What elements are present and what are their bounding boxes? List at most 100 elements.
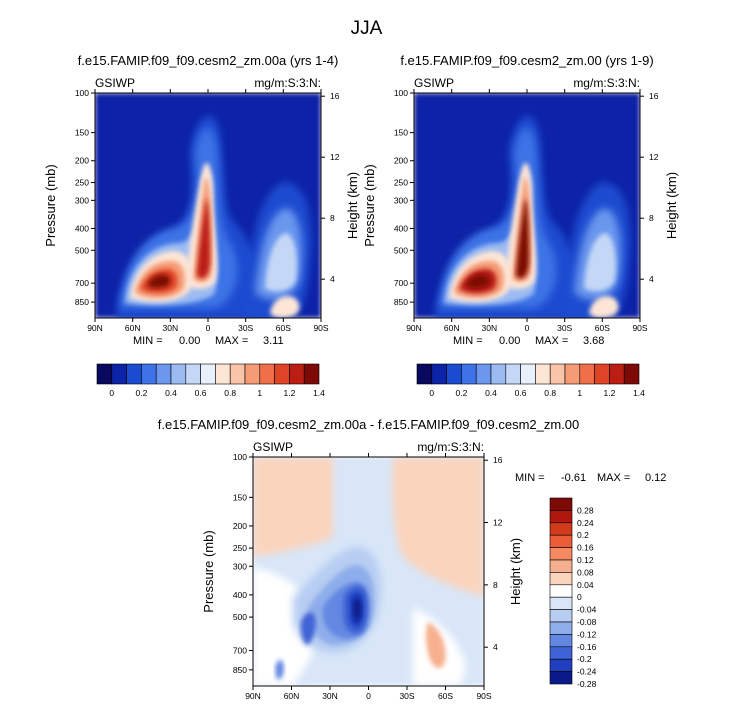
y-tick-label: 700 xyxy=(394,278,408,288)
x-tick-label: 90N xyxy=(406,323,422,333)
contour-region xyxy=(300,612,316,645)
y-tick-label: 100 xyxy=(75,88,89,98)
max-value: 3.68 xyxy=(583,335,604,347)
x-tick-label: 30S xyxy=(557,323,572,333)
max-value: 3.11 xyxy=(263,335,284,347)
colorbar-box xyxy=(579,363,595,385)
panel-3-axes: f.e15.FAMIP.f09_f09.cesm2_zm.00a - f.e15… xyxy=(158,417,580,701)
y-tick-label: 700 xyxy=(233,646,247,656)
contour-region xyxy=(589,296,619,318)
colorbar-tick-label: 0.04 xyxy=(577,580,594,590)
panel-title: f.e15.FAMIP.f09_f09.cesm2_zm.00a - f.e15… xyxy=(158,417,580,432)
colorbar-box xyxy=(623,363,640,385)
colorbar-tick-label: 0.24 xyxy=(577,518,594,528)
colorbar-box xyxy=(490,363,507,385)
colorbar-box xyxy=(431,363,447,385)
y2-axis-label: Height (km) xyxy=(345,172,360,239)
y-tick-label: 300 xyxy=(75,195,89,205)
colorbar-box xyxy=(215,363,231,385)
colorbar-tick-label: 1 xyxy=(577,388,582,398)
contour-region xyxy=(466,274,490,289)
colorbar-box xyxy=(549,559,573,573)
y-tick-label: 200 xyxy=(75,156,89,166)
contour-region xyxy=(253,457,333,557)
right-label: mg/m:S:3:N: xyxy=(417,440,484,454)
panel-1-axes: f.e15.FAMIP.f09_f09.cesm2_zm.00a (yrs 1-… xyxy=(43,53,360,333)
x-tick-label: 0 xyxy=(525,323,530,333)
left-label: GSIWP xyxy=(253,440,293,454)
y2-tick-label: 16 xyxy=(649,91,659,101)
y-axis-label: Pressure (mb) xyxy=(43,164,58,246)
colorbar-tick-label: 1.4 xyxy=(633,388,645,398)
left-label: GSIWP xyxy=(95,76,135,90)
x-tick-label: 60S xyxy=(438,691,453,701)
colorbar-tick-label: -0.08 xyxy=(577,617,597,627)
colorbar-tick-label: 0.28 xyxy=(577,505,594,515)
y-axis-label: Pressure (mb) xyxy=(362,164,377,246)
y-tick-label: 500 xyxy=(75,245,89,255)
y-tick-label: 200 xyxy=(233,521,247,531)
colorbar-box xyxy=(505,363,521,385)
colorbar-tick-label: -0.28 xyxy=(577,679,597,689)
x-tick-label: 30N xyxy=(482,323,498,333)
y-tick-label: 100 xyxy=(233,452,247,462)
contour-region xyxy=(516,198,529,279)
contour-region xyxy=(197,198,210,279)
y-tick-label: 850 xyxy=(75,297,89,307)
contour-field xyxy=(95,93,321,318)
colorbar-box xyxy=(549,596,573,610)
y-tick-label: 400 xyxy=(394,223,408,233)
colorbar-tick-label: 0 xyxy=(109,388,114,398)
colorbar-box xyxy=(170,363,187,385)
colorbar-tick-label: 0.6 xyxy=(515,388,527,398)
colorbar-box xyxy=(549,658,573,672)
colorbar-box xyxy=(549,497,573,511)
colorbar-box xyxy=(96,363,113,385)
colorbar-box xyxy=(111,363,127,385)
y-tick-label: 300 xyxy=(233,561,247,571)
colorbar: 0 0.2 0.4 0.6 0.8 1 1.2 1.4 xyxy=(96,363,325,398)
contour-region xyxy=(275,659,284,680)
colorbar-box xyxy=(185,363,201,385)
colorbar-box xyxy=(549,363,566,385)
colorbar-box xyxy=(244,363,261,385)
y2-tick-label: 16 xyxy=(493,455,503,465)
colorbar-box xyxy=(549,634,573,648)
y2-tick-label: 8 xyxy=(649,213,654,223)
min-max-annotation: MIN = 0.00 MAX = 3.11 xyxy=(133,335,284,347)
contour-region xyxy=(147,274,171,289)
colorbar-tick-label: 0 xyxy=(429,388,434,398)
colorbar-box xyxy=(155,363,172,385)
y-tick-label: 150 xyxy=(75,128,89,138)
y2-tick-label: 12 xyxy=(493,518,503,528)
contour-field xyxy=(414,93,640,318)
colorbar-box xyxy=(200,363,216,385)
colorbar-tick-label: 0.2 xyxy=(455,388,467,398)
y-tick-label: 150 xyxy=(233,492,247,502)
panel-title: f.e15.FAMIP.f09_f09.cesm2_zm.00a (yrs 1-… xyxy=(78,53,339,68)
colorbar-tick-label: 0.2 xyxy=(577,530,589,540)
colorbar-box xyxy=(549,572,573,586)
colorbar-box xyxy=(446,363,462,385)
contour-field xyxy=(253,457,484,686)
colorbar-tick-label: 1.4 xyxy=(313,388,325,398)
colorbar-tick-label: 0.6 xyxy=(195,388,207,398)
colorbar-tick-label: 0.4 xyxy=(485,388,497,398)
colorbar-tick-label: 0.2 xyxy=(135,388,147,398)
colorbar-box xyxy=(259,363,275,385)
contour-region xyxy=(353,598,362,621)
colorbar-tick-label: 0.12 xyxy=(577,555,594,565)
colorbar: 0.28 0.24 0.2 0.16 0.12 0.08 0.04 0 -0.04 -0.08 -0… xyxy=(549,497,597,689)
colorbar-tick-label: -0.12 xyxy=(577,629,597,639)
y-tick-label: 400 xyxy=(75,223,89,233)
y2-tick-label: 8 xyxy=(330,213,335,223)
colorbar-box xyxy=(549,609,573,623)
y-axis-label: Pressure (mb) xyxy=(201,530,216,612)
colorbar-box xyxy=(564,363,581,385)
min-value: -0.61 xyxy=(561,472,586,484)
right-label: mg/m:S:3:N: xyxy=(254,76,321,90)
y-tick-label: 500 xyxy=(394,245,408,255)
y2-tick-label: 4 xyxy=(330,274,335,284)
y-tick-label: 100 xyxy=(394,88,408,98)
min-label: MIN = xyxy=(453,335,483,347)
